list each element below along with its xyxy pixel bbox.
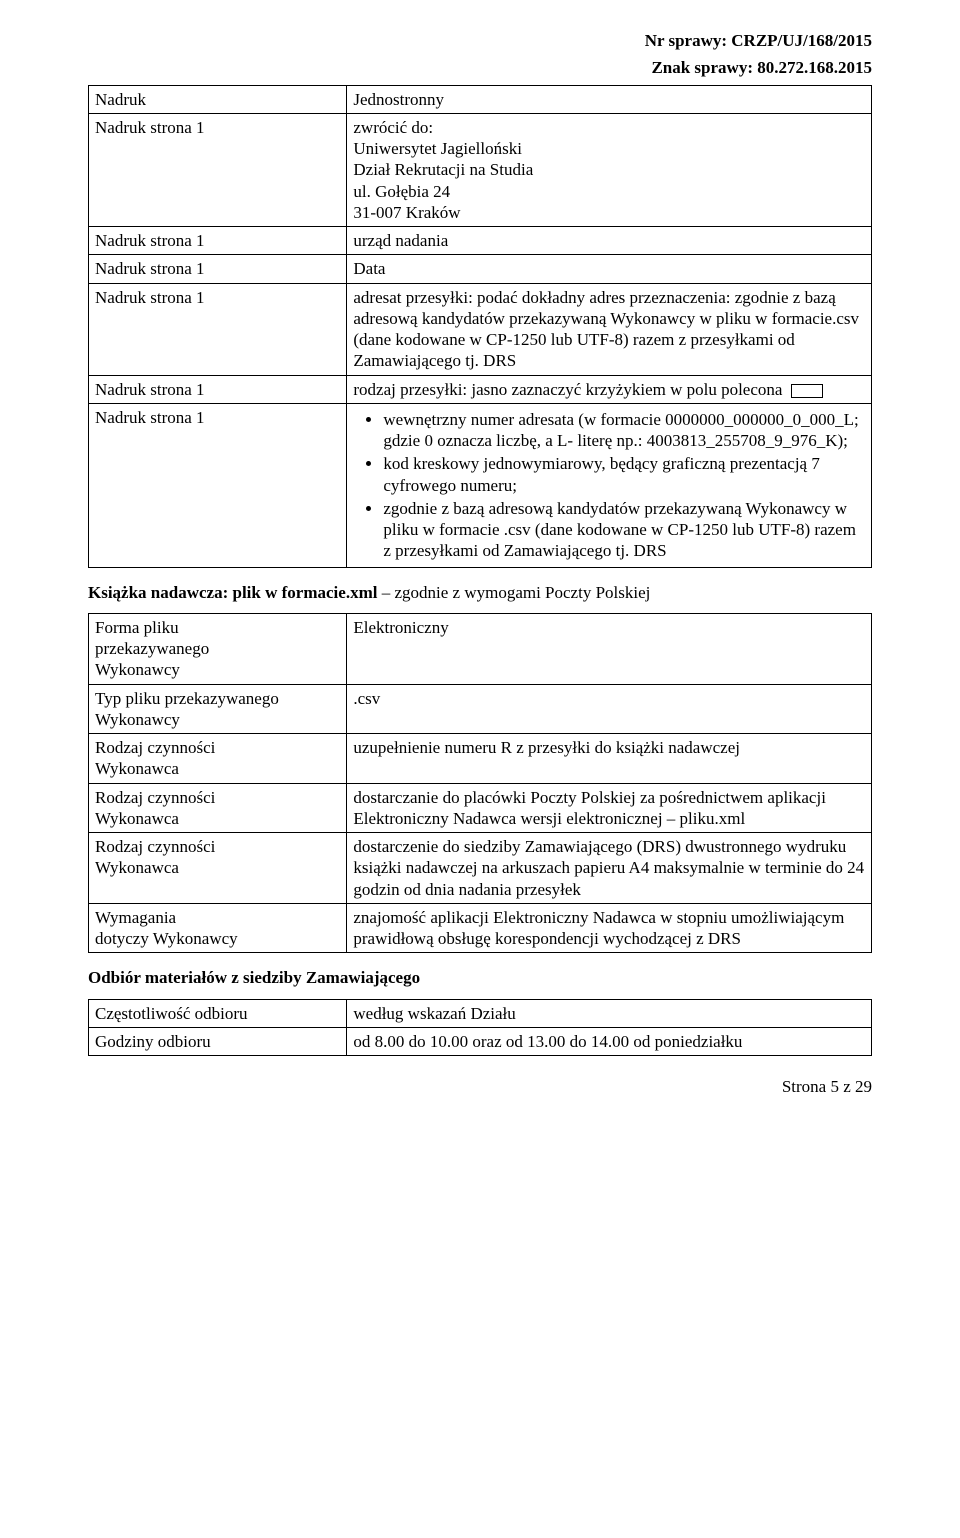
table-row: Nadruk strona 1adresat przesyłki: podać …: [89, 283, 872, 375]
section-title-rest: – zgodnie z wymogami Poczty Polskiej: [377, 583, 650, 602]
list-item: zgodnie z bazą adresową kandydatów przek…: [383, 498, 865, 562]
cell-left: Nadruk strona 1: [89, 283, 347, 375]
cell-text: dostarczenie do siedziby Zamawiającego (…: [353, 837, 864, 899]
cell-text: Wykonawcy: [95, 710, 180, 729]
section-title-bold: Książka nadawcza: plik w formacie.xml: [88, 583, 377, 602]
cell-left: Nadruk strona 1: [89, 403, 347, 567]
table-row: Nadruk strona 1 rodzaj przesyłki: jasno z…: [89, 375, 872, 403]
cell-left: Nadruk strona 1: [89, 375, 347, 403]
document-page: Nr sprawy: CRZP/UJ/168/2015 Znak sprawy:…: [0, 0, 960, 1117]
cell-left: Rodzaj czynności Wykonawca: [89, 833, 347, 904]
cell-text: Wykonawca: [95, 759, 179, 778]
cell-right: dostarczanie do placówki Poczty Polskiej…: [347, 783, 872, 833]
cell-text: Dział Rekrutacji na Studia: [353, 160, 533, 179]
cell-text: według wskazań Działu: [353, 1004, 515, 1023]
table-row: Rodzaj czynności Wykonawca dostarczenie do…: [89, 833, 872, 904]
cell-text: zwrócić do:: [353, 118, 433, 137]
cell-text: ul. Gołębia 24: [353, 182, 450, 201]
cell-right: dostarczenie do siedziby Zamawiającego (…: [347, 833, 872, 904]
table-row: Nadruk strona 1 Data: [89, 255, 872, 283]
cell-left: Rodzaj czynności Wykonawca: [89, 734, 347, 784]
cell-text: Data: [353, 259, 385, 278]
section-title-ksiazka: Książka nadawcza: plik w formacie.xml – …: [88, 582, 872, 603]
table-odbior: Częstotliwość odbioru według wskazań Dzia…: [88, 999, 872, 1057]
cell-text: Rodzaj czynności: [95, 837, 215, 856]
table-row: Nadruk Jednostronny: [89, 85, 872, 113]
cell-text: adresat przesyłki: podać dokładny adres …: [353, 288, 859, 371]
cell-left: Nadruk: [89, 85, 347, 113]
cell-right: uzupełnienie numeru R z przesyłki do ksi…: [347, 734, 872, 784]
cell-text: Elektroniczny: [353, 618, 448, 637]
cell-right: urząd nadania: [347, 227, 872, 255]
case-number-line-1: Nr sprawy: CRZP/UJ/168/2015: [88, 30, 872, 51]
list-item: wewnętrzny numer adresata (w formacie 00…: [383, 409, 865, 452]
table-row: Rodzaj czynności Wykonawca dostarczanie do…: [89, 783, 872, 833]
table-row: Częstotliwość odbioru według wskazań Dzia…: [89, 999, 872, 1027]
cell-text: .csv: [353, 689, 380, 708]
cell-right: .csv: [347, 684, 872, 734]
cell-left: Rodzaj czynności Wykonawca: [89, 783, 347, 833]
cell-right: Data: [347, 255, 872, 283]
cell-text: Wykonawcy: [95, 660, 180, 679]
cell-left: Nadruk strona 1: [89, 113, 347, 226]
cell-text: dotyczy Wykonawcy: [95, 929, 238, 948]
checkbox-icon: [791, 384, 823, 398]
table-row: Nadruk strona 1 wewnętrzny numer adresata…: [89, 403, 872, 567]
cell-text: Wykonawca: [95, 809, 179, 828]
cell-right: Jednostronny: [347, 85, 872, 113]
cell-text: 31-007 Kraków: [353, 203, 460, 222]
cell-right: od 8.00 do 10.00 oraz od 13.00 do 14.00 …: [347, 1027, 872, 1055]
cell-left: Wymagania dotyczy Wykonawcy: [89, 903, 347, 953]
table-row: Rodzaj czynności Wykonawca uzupełnienie nu…: [89, 734, 872, 784]
cell-text: Wymagania: [95, 908, 176, 927]
cell-text: dostarczanie do placówki Poczty Polskiej…: [353, 788, 826, 828]
cell-text: uzupełnienie numeru R z przesyłki do ksi…: [353, 738, 740, 757]
cell-text: znajomość aplikacji Elektroniczny Nadawc…: [353, 908, 844, 948]
cell-text: rodzaj przesyłki: jasno zaznaczyć krzyży…: [353, 380, 786, 399]
cell-text: Typ pliku przekazywanego: [95, 689, 279, 708]
table-row: Nadruk strona 1 urząd nadania: [89, 227, 872, 255]
cell-right: według wskazań Działu: [347, 999, 872, 1027]
cell-left: Częstotliwość odbioru: [89, 999, 347, 1027]
cell-text: urząd nadania: [353, 231, 448, 250]
cell-right: Elektroniczny: [347, 613, 872, 684]
table-row: Forma pliku przekazywanego Wykonawcy Elektr…: [89, 613, 872, 684]
cell-right: rodzaj przesyłki: jasno zaznaczyć krzyży…: [347, 375, 872, 403]
list-item: kod kreskowy jednowymiarowy, będący graf…: [383, 453, 865, 496]
cell-text: Forma pliku: [95, 618, 179, 637]
table-row: Nadruk strona 1 zwrócić do: Uniwersytet Ja…: [89, 113, 872, 226]
cell-right: zwrócić do: Uniwersytet Jagielloński Dział…: [347, 113, 872, 226]
cell-text: Rodzaj czynności: [95, 788, 215, 807]
page-footer: Strona 5 z 29: [88, 1076, 872, 1097]
table-row: Wymagania dotyczy Wykonawcy znajomość apli…: [89, 903, 872, 953]
cell-right: adresat przesyłki: podać dokładny adres …: [347, 283, 872, 375]
cell-text: Godziny odbioru: [95, 1032, 211, 1051]
case-number-line-2: Znak sprawy: 80.272.168.2015: [88, 57, 872, 78]
cell-text: przekazywanego: [95, 639, 209, 658]
table-nadruk: NadrukJednostronnyNadruk strona 1zwrócić…: [88, 85, 872, 568]
cell-text: od 8.00 do 10.00 oraz od 13.00 do 14.00 …: [353, 1032, 742, 1051]
cell-left: Nadruk strona 1: [89, 255, 347, 283]
cell-text: Wykonawca: [95, 858, 179, 877]
cell-left: Nadruk strona 1: [89, 227, 347, 255]
cell-right: wewnętrzny numer adresata (w formacie 00…: [347, 403, 872, 567]
cell-text: Częstotliwość odbioru: [95, 1004, 248, 1023]
cell-text: Rodzaj czynności: [95, 738, 215, 757]
cell-left: Godziny odbioru: [89, 1027, 347, 1055]
cell-text: Uniwersytet Jagielloński: [353, 139, 522, 158]
cell-left: Forma pliku przekazywanego Wykonawcy: [89, 613, 347, 684]
table-ksiazka: Forma pliku przekazywanego Wykonawcy Elektr…: [88, 613, 872, 954]
cell-left: Typ pliku przekazywanego Wykonawcy: [89, 684, 347, 734]
table-row: Typ pliku przekazywanego Wykonawcy .csv: [89, 684, 872, 734]
bullet-list: wewnętrzny numer adresata (w formacie 00…: [353, 409, 865, 562]
cell-right: znajomość aplikacji Elektroniczny Nadawc…: [347, 903, 872, 953]
section-title-odbior: Odbiór materiałów z siedziby Zamawiające…: [88, 967, 872, 988]
table-row: Godziny odbioru od 8.00 do 10.00 oraz od …: [89, 1027, 872, 1055]
cell-text: Jednostronny: [353, 90, 444, 109]
